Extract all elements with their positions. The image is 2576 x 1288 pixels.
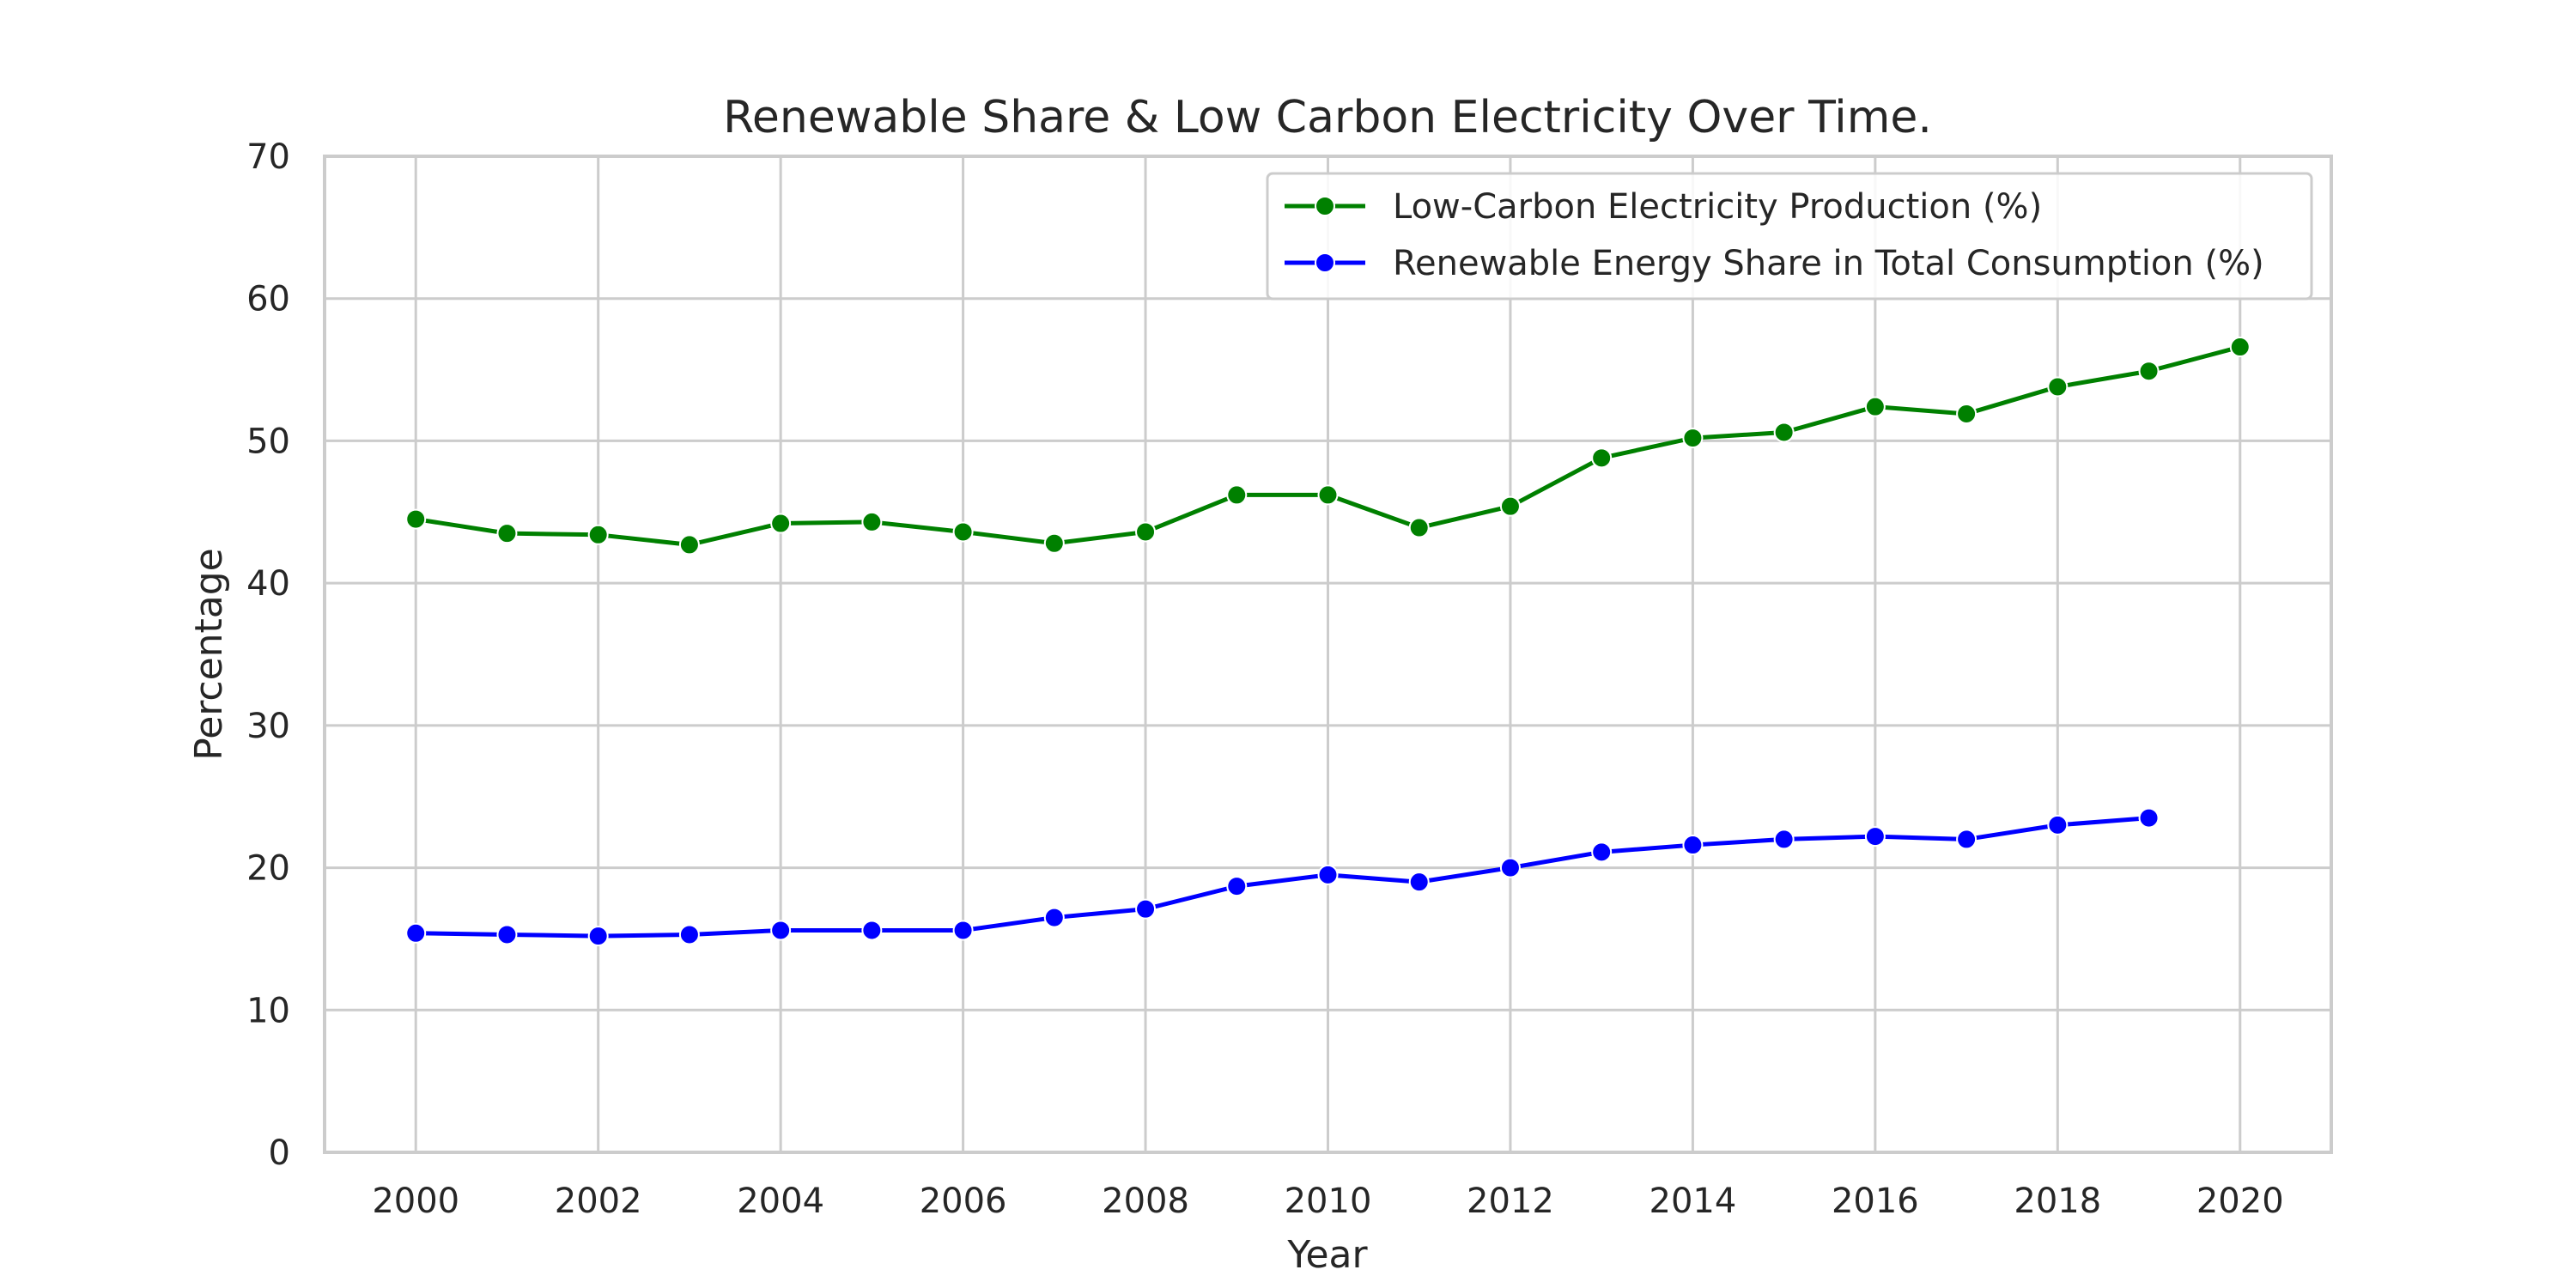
data-point-renewable — [1499, 857, 1521, 878]
chart-title: Renewable Share & Low Carbon Electricity… — [723, 92, 1932, 143]
x-tick-label: 2006 — [920, 1182, 1007, 1221]
data-point-renewable — [496, 924, 518, 945]
series-layer — [405, 337, 2251, 947]
data-point-renewable — [1864, 826, 1886, 848]
data-point-low-carbon — [2138, 361, 2160, 382]
legend-marker-renewable — [1315, 252, 1335, 273]
data-point-renewable — [1591, 841, 1613, 863]
series-renewable — [405, 807, 2160, 947]
data-point-low-carbon — [1135, 521, 1157, 543]
series-line-renewable — [416, 816, 2149, 939]
data-point-low-carbon — [405, 508, 427, 530]
x-tick-label: 2008 — [1102, 1182, 1189, 1221]
data-point-renewable — [952, 920, 974, 941]
y-tick-label: 10 — [246, 991, 290, 1030]
y-tick-label: 60 — [246, 280, 290, 319]
plot-frame — [323, 155, 2333, 1154]
grid-lines — [325, 155, 2331, 1154]
data-point-renewable — [587, 926, 609, 947]
data-point-low-carbon — [1499, 495, 1521, 517]
y-tick-label: 0 — [269, 1133, 290, 1173]
legend-marker-low-carbon — [1315, 196, 1335, 216]
y-tick-labels: 0 10 20 30 40 50 60 70 — [246, 137, 290, 1173]
data-point-renewable — [1043, 907, 1065, 928]
data-point-low-carbon — [952, 521, 974, 543]
legend-box — [1266, 172, 2313, 301]
data-point-low-carbon — [861, 511, 883, 532]
x-axis-label: Year — [1286, 1233, 1368, 1277]
x-tick-label: 2010 — [1285, 1182, 1372, 1221]
data-point-renewable — [1682, 835, 1704, 856]
data-point-low-carbon — [587, 524, 609, 545]
data-point-low-carbon — [1043, 532, 1065, 554]
data-point-low-carbon — [678, 534, 700, 556]
data-point-renewable — [1773, 829, 1795, 850]
x-tick-label: 2018 — [2014, 1182, 2101, 1221]
y-tick-label: 40 — [246, 564, 290, 604]
y-axis-label: Percentage — [187, 548, 231, 761]
x-tick-label: 2014 — [1649, 1182, 1737, 1221]
x-tick-labels: 2000 2002 2004 2006 2008 2010 2012 2014 2016 2018… — [372, 1182, 2283, 1221]
y-tick-label: 70 — [246, 137, 290, 177]
data-point-low-carbon — [1956, 403, 1978, 424]
data-point-renewable — [1226, 876, 1248, 897]
data-point-low-carbon — [1864, 396, 1886, 417]
x-tick-label: 2016 — [1832, 1182, 1919, 1221]
y-tick-label: 20 — [246, 849, 290, 889]
x-tick-label: 2000 — [372, 1182, 459, 1221]
data-point-renewable — [861, 920, 883, 941]
data-point-renewable — [1317, 864, 1339, 885]
legend-label-renewable: Renewable Energy Share in Total Consumpt… — [1393, 244, 2264, 283]
data-point-renewable — [2138, 807, 2160, 829]
series-low-carbon — [405, 337, 2251, 556]
x-tick-label: 2002 — [555, 1182, 642, 1221]
data-point-low-carbon — [1682, 428, 1704, 449]
x-tick-label: 2020 — [2196, 1182, 2284, 1221]
data-point-low-carbon — [1226, 484, 1248, 506]
data-point-renewable — [770, 920, 792, 941]
data-point-renewable — [678, 924, 700, 945]
data-point-low-carbon — [2229, 337, 2251, 358]
data-point-low-carbon — [1408, 517, 1430, 538]
data-point-low-carbon — [496, 523, 518, 544]
x-tick-label: 2012 — [1467, 1182, 1554, 1221]
legend-label-low-carbon: Low-Carbon Electricity Production (%) — [1393, 187, 2042, 227]
data-point-renewable — [1956, 829, 1978, 850]
data-point-low-carbon — [1317, 484, 1339, 506]
data-point-low-carbon — [2047, 376, 2069, 398]
data-point-low-carbon — [1773, 422, 1795, 443]
data-point-renewable — [2047, 814, 2069, 835]
data-point-low-carbon — [770, 513, 792, 534]
data-point-renewable — [1408, 872, 1430, 893]
data-point-low-carbon — [1591, 447, 1613, 469]
data-point-renewable — [1135, 898, 1157, 920]
x-tick-label: 2004 — [737, 1182, 824, 1221]
y-tick-label: 50 — [246, 422, 290, 461]
legend: Low-Carbon Electricity Production (%) Re… — [1266, 172, 2313, 301]
y-tick-label: 30 — [246, 707, 290, 746]
data-point-renewable — [405, 922, 427, 944]
